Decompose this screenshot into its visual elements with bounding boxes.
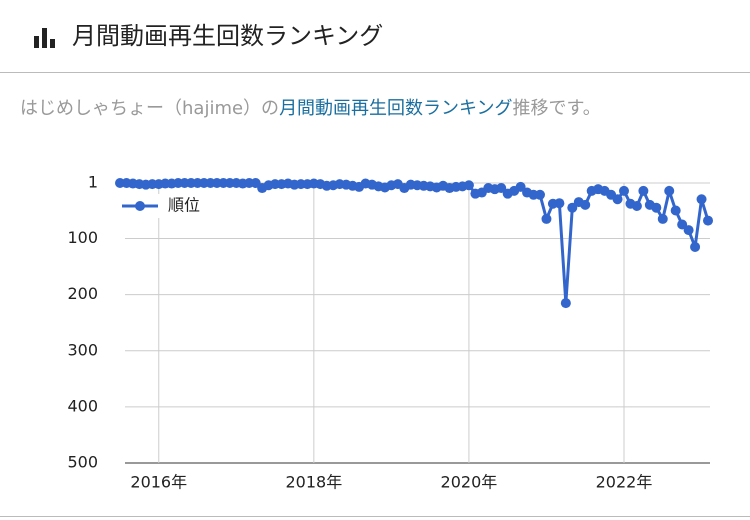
footer-line [0, 516, 750, 517]
title: 月間動画再生回数ランキング [72, 22, 384, 50]
subtitle: はじめしゃちょー（hajime）の月間動画再生回数ランキング推移です。 [20, 94, 601, 120]
data-point [619, 185, 629, 196]
data-point [631, 201, 642, 212]
data-point [580, 199, 591, 210]
data-point [560, 298, 571, 309]
data-point [696, 194, 707, 205]
y-tick-label: 100 [67, 228, 98, 247]
y-tick-label: 1 [88, 173, 98, 192]
header: 月間動画再生回数ランキング [0, 0, 750, 73]
data-point [670, 205, 681, 216]
data-point [683, 225, 694, 236]
y-tick-label: 200 [67, 284, 98, 303]
data-point [496, 183, 507, 194]
y-tick-label: 500 [67, 453, 98, 472]
data-point [651, 202, 662, 213]
y-tick-label: 400 [67, 396, 98, 415]
legend-label: 順位 [168, 196, 200, 215]
data-point [703, 215, 713, 226]
chart-icon [34, 28, 55, 48]
data-point [657, 213, 668, 224]
data-point [554, 198, 565, 209]
x-tick-label: 2020年 [441, 473, 498, 492]
data-point [567, 202, 578, 213]
data-point [677, 219, 688, 230]
data-point [664, 185, 675, 196]
subtitle-text: はじめしゃちょー（hajime）の [20, 98, 280, 119]
data-point [515, 181, 526, 192]
data-point [638, 185, 649, 196]
subtitle-text: 推移です。 [512, 98, 601, 119]
x-tick-label: 2022年 [596, 473, 653, 492]
data-point [690, 241, 701, 252]
x-tick-label: 2016年 [130, 473, 187, 492]
subtitle-link[interactable]: 月間動画再生回数ランキング [279, 98, 513, 119]
data-point [463, 180, 474, 191]
x-tick-label: 2018年 [285, 473, 342, 492]
data-point [612, 194, 623, 205]
data-point [535, 189, 545, 200]
data-point [541, 213, 552, 224]
y-tick-label: 300 [67, 340, 98, 359]
legend-marker [135, 201, 145, 211]
